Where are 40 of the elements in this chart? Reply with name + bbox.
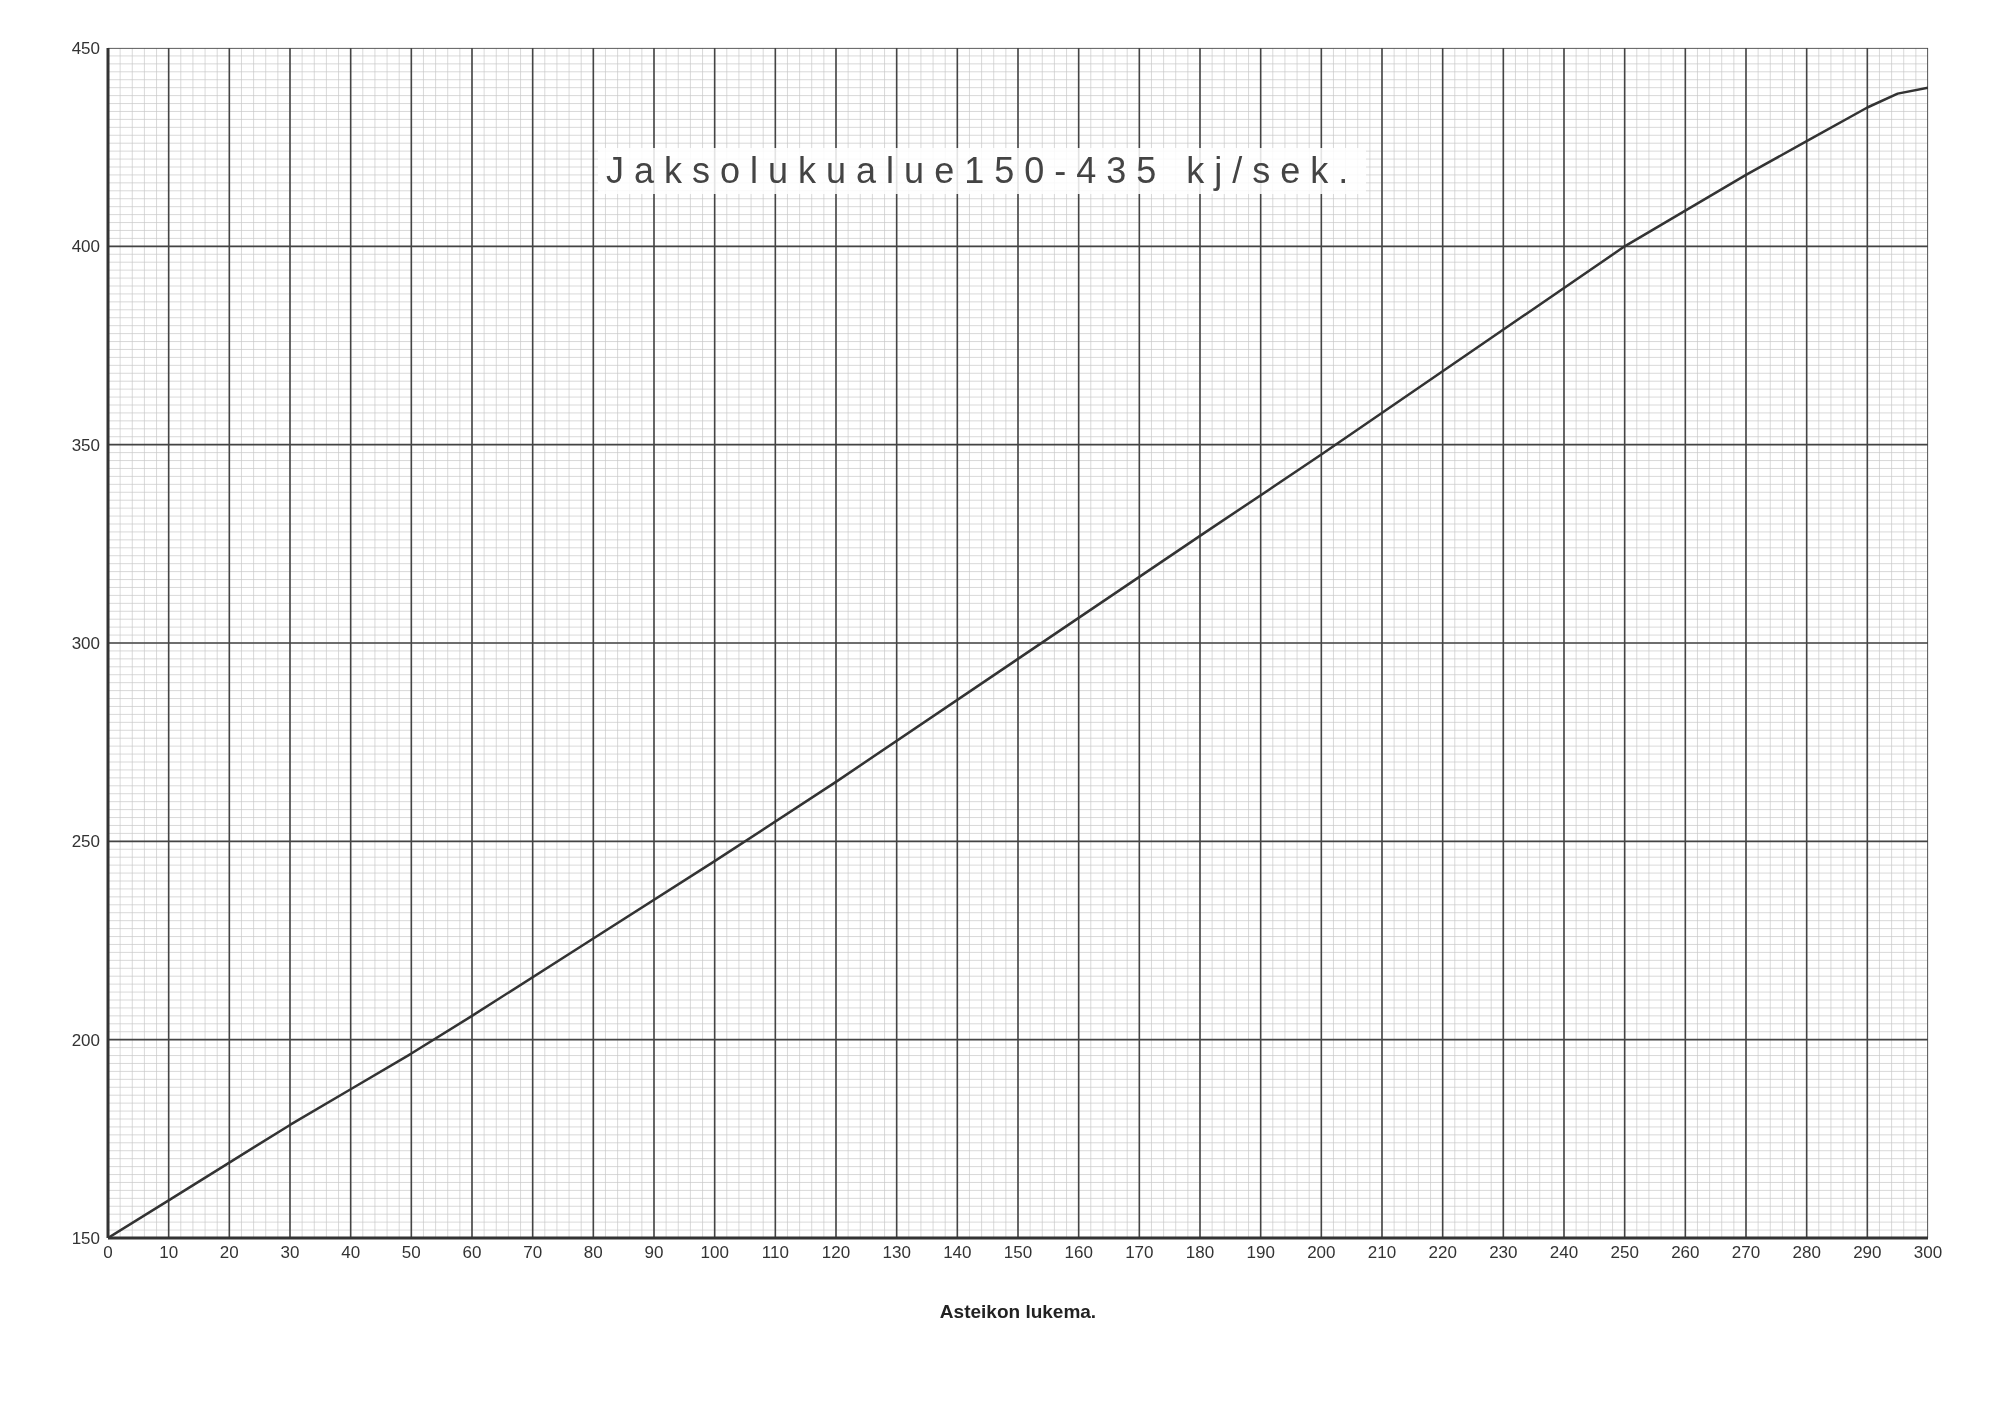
x-tick-label: 180 bbox=[1185, 1243, 1215, 1263]
y-tick-label: 150 bbox=[71, 1229, 100, 1249]
x-tick-label: 170 bbox=[1125, 1243, 1154, 1263]
x-tick-label: 220 bbox=[1428, 1243, 1457, 1263]
x-tick-label: 130 bbox=[882, 1243, 911, 1263]
y-tick-label: 400 bbox=[71, 237, 100, 257]
text: Jaksolukualue150-435 kj/sek. bbox=[598, 148, 1367, 194]
x-tick-label: 120 bbox=[821, 1243, 851, 1263]
x-tick-label: 150 bbox=[1003, 1243, 1033, 1263]
x-tick-label: 190 bbox=[1246, 1243, 1275, 1263]
y-tick-label: 200 bbox=[71, 1030, 100, 1050]
x-tick-label: 20 bbox=[219, 1243, 239, 1263]
x-tick-label: 70 bbox=[523, 1243, 543, 1263]
x-tick-label: 160 bbox=[1064, 1243, 1093, 1263]
x-tick-label: 290 bbox=[1853, 1243, 1882, 1263]
x-tick-label: 210 bbox=[1367, 1243, 1397, 1263]
x-tick-label: 90 bbox=[644, 1243, 664, 1263]
x-tick-label: 10 bbox=[159, 1243, 179, 1263]
x-tick-label: 230 bbox=[1489, 1243, 1518, 1263]
x-tick-label: 200 bbox=[1307, 1243, 1336, 1263]
x-tick-label: 140 bbox=[943, 1243, 972, 1263]
x-tick-label: 60 bbox=[462, 1243, 482, 1263]
y-tick-label: 450 bbox=[71, 39, 100, 59]
y-tick-label: 300 bbox=[71, 634, 100, 654]
x-tick-label: 300 bbox=[1913, 1243, 1943, 1263]
x-tick-label: 270 bbox=[1731, 1243, 1761, 1263]
x-tick-label: 50 bbox=[401, 1243, 421, 1263]
y-tick-label: 250 bbox=[71, 832, 100, 852]
x-axis-title: Asteikon lukema. bbox=[939, 1301, 1097, 1322]
x-tick-label: 40 bbox=[341, 1243, 361, 1263]
x-tick-label: 250 bbox=[1610, 1243, 1639, 1263]
x-tick-label: 260 bbox=[1671, 1243, 1700, 1263]
x-tick-label: 110 bbox=[761, 1243, 789, 1263]
x-tick-label: 30 bbox=[280, 1243, 300, 1263]
x-tick-label: 0 bbox=[103, 1243, 113, 1263]
x-tick-label: 280 bbox=[1792, 1243, 1821, 1263]
x-tick-label: 80 bbox=[583, 1243, 603, 1263]
y-tick-label: 350 bbox=[71, 435, 100, 455]
x-tick-label: 240 bbox=[1549, 1243, 1579, 1263]
x-tick-label: 100 bbox=[700, 1243, 729, 1263]
